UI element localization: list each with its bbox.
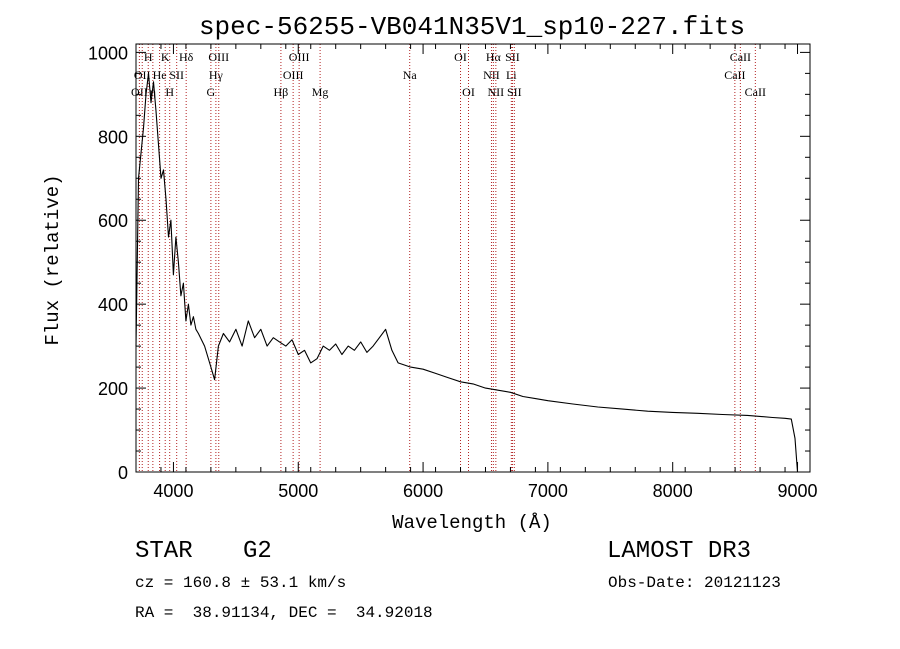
marker-label-3: η <box>150 85 156 99</box>
marker-label-15: Mg <box>312 85 329 99</box>
marker-label-21: NII <box>488 85 505 99</box>
marker-label-20: Hα <box>486 50 502 64</box>
coordinates: RA = 38.91134, DEC = 34.92018 <box>135 604 433 622</box>
survey-name: LAMOST DR3 <box>607 538 752 565</box>
marker-label-23: SII <box>505 50 520 64</box>
plot-frame <box>135 43 811 473</box>
marker-label-26: CaII <box>730 50 751 64</box>
marker-label-22: Li <box>506 68 517 82</box>
marker-label-18: OI <box>462 85 475 99</box>
marker-label-2: H <box>144 50 153 64</box>
x-tick-label-8000: 8000 <box>653 481 693 501</box>
data-layer <box>135 72 799 473</box>
marker-label-0: OII <box>131 85 148 99</box>
x-tick-label-4000: 4000 <box>153 481 193 501</box>
marker-label-9: G <box>207 85 216 99</box>
obs-date: Obs-Date: 20121123 <box>608 574 781 592</box>
line-markers: OIIOIIHηHeKHSIIHδGHγOIIIHβOIIIOIIIMgNaOI… <box>131 44 766 472</box>
series-line-flux <box>135 72 799 473</box>
y-tick-label-200: 200 <box>98 379 128 399</box>
marker-label-11: OIII <box>208 50 229 64</box>
axes: 4000 5000 6000 7000 8000 9000 0 200 400 600 800 100… <box>88 43 818 501</box>
spectrum-chart: spec-56255-VB041N35V1_sp10-227.fits OII O… <box>42 12 818 534</box>
y-tick-label-400: 400 <box>98 295 128 315</box>
marker-label-8: Hδ <box>179 50 194 64</box>
subclass: G2 <box>243 538 272 565</box>
y-axis-label: Flux (relative) <box>42 174 64 345</box>
y-tick-label-0: 0 <box>118 463 128 483</box>
y-tick-label-1000: 1000 <box>88 43 128 63</box>
object-class: STAR <box>135 538 193 565</box>
marker-label-4: He <box>153 68 167 82</box>
marker-label-10: Hγ <box>209 68 224 82</box>
y-tick-label-800: 800 <box>98 127 128 147</box>
x-tick-label-6000: 6000 <box>403 481 443 501</box>
marker-label-25: CaII <box>724 68 745 82</box>
y-tick-label-600: 600 <box>98 211 128 231</box>
x-tick-label-5000: 5000 <box>278 481 318 501</box>
marker-label-16: Na <box>403 68 418 82</box>
marker-label-12: Hβ <box>274 85 289 99</box>
redshift-readout: cz = 160.8 ± 53.1 km/s <box>135 574 347 592</box>
chart-title: spec-56255-VB041N35V1_sp10-227.fits <box>199 12 745 42</box>
marker-label-5: K <box>161 50 170 64</box>
marker-label-19: NII <box>483 68 500 82</box>
x-tick-label-9000: 9000 <box>777 481 817 501</box>
marker-label-27: CaII <box>745 85 766 99</box>
marker-label-13: OIII <box>283 68 304 82</box>
x-tick-label-7000: 7000 <box>528 481 568 501</box>
marker-label-7: SII <box>169 68 184 82</box>
marker-label-17: OI <box>454 50 467 64</box>
marker-label-6: H <box>165 85 174 99</box>
marker-label-1: OII <box>134 68 151 82</box>
marker-label-14: OIII <box>289 50 310 64</box>
marker-label-24: SII <box>507 85 522 99</box>
x-axis-label: Wavelength (Å) <box>392 512 552 534</box>
